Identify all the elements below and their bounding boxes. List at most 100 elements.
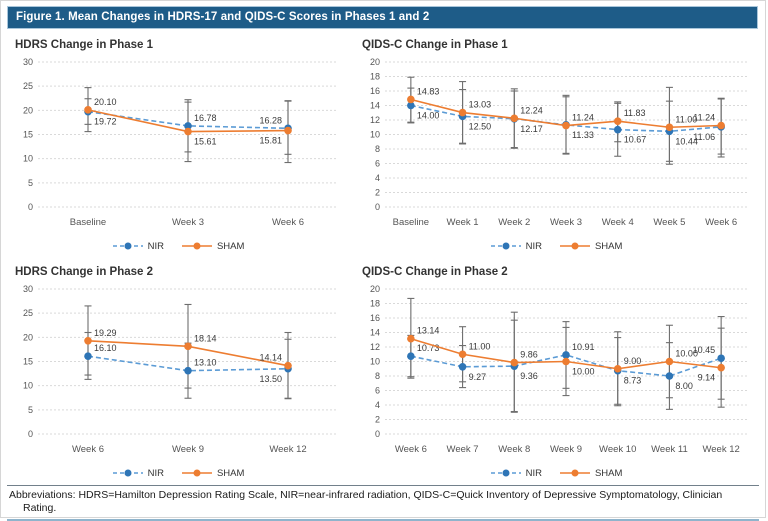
svg-text:Week 2: Week 2 bbox=[498, 217, 530, 228]
svg-text:8: 8 bbox=[375, 144, 380, 154]
legend-sham-swatch-icon bbox=[559, 469, 590, 477]
svg-text:16: 16 bbox=[370, 86, 380, 96]
chart-legend: NIR SHAM bbox=[11, 238, 346, 254]
svg-text:12: 12 bbox=[370, 342, 380, 352]
markers-sham bbox=[407, 95, 725, 132]
svg-text:10.67: 10.67 bbox=[624, 135, 647, 145]
svg-text:2: 2 bbox=[375, 415, 380, 425]
panel-hdrs-phase1: HDRS Change in Phase 1 0 5 10 15 20 25 30 19.72… bbox=[11, 35, 346, 254]
svg-text:11.06: 11.06 bbox=[693, 132, 715, 142]
chart-plot-area: 0 2 4 6 8 10 12 14 16 18 20 10.73 9.27 9.36 10.91 8.73 8… bbox=[358, 280, 755, 467]
panel-qidsc-phase1: QIDS-C Change in Phase 1 0 2 4 6 8 10 12 14 16 18… bbox=[358, 35, 755, 254]
svg-text:16.28: 16.28 bbox=[259, 115, 282, 125]
line-chart: 0 2 4 6 8 10 12 14 16 18 20 14.00 12.50 12.17 11.33 10.… bbox=[370, 57, 747, 228]
svg-text:0: 0 bbox=[28, 202, 33, 212]
svg-text:11.33: 11.33 bbox=[572, 130, 594, 140]
svg-text:6: 6 bbox=[375, 386, 380, 396]
svg-text:5: 5 bbox=[28, 178, 33, 188]
svg-text:11.00: 11.00 bbox=[469, 341, 491, 351]
legend-sham-swatch-icon bbox=[181, 469, 212, 477]
markers-sham bbox=[84, 336, 292, 370]
svg-text:13.10: 13.10 bbox=[194, 358, 217, 368]
markers-sham bbox=[84, 106, 292, 136]
legend-nir-swatch-icon bbox=[112, 469, 143, 477]
svg-text:0: 0 bbox=[375, 429, 380, 439]
svg-text:8.73: 8.73 bbox=[624, 376, 642, 386]
data-labels-sham: 13.14 11.00 9.86 10.00 9.00 10.00 9.14 bbox=[417, 326, 715, 383]
figure-footnote-block: Abbreviations: HDRS=Hamilton Depression … bbox=[7, 485, 759, 521]
svg-text:9.86: 9.86 bbox=[520, 350, 538, 360]
svg-text:Week 6: Week 6 bbox=[72, 444, 104, 455]
svg-text:8.00: 8.00 bbox=[675, 381, 693, 391]
chart-legend: NIR SHAM bbox=[358, 238, 755, 254]
line-nir bbox=[87, 355, 289, 372]
data-labels-nir: 19.72 16.78 16.28 bbox=[94, 113, 282, 127]
y-tick-labels: 0 5 10 15 20 25 30 bbox=[23, 57, 33, 212]
legend-label-sham: SHAM bbox=[594, 240, 623, 252]
legend-nir-swatch-icon bbox=[112, 242, 143, 250]
x-tick-labels: Week 6 Week 7 Week 8 Week 9 Week 10 Week 11 We… bbox=[395, 444, 740, 455]
svg-text:20: 20 bbox=[23, 332, 33, 342]
svg-text:14: 14 bbox=[370, 101, 380, 111]
svg-text:9.14: 9.14 bbox=[698, 373, 716, 383]
svg-text:20: 20 bbox=[370, 284, 380, 294]
legend-label-sham: SHAM bbox=[594, 467, 623, 479]
svg-text:Week 6: Week 6 bbox=[272, 217, 304, 228]
svg-text:11.83: 11.83 bbox=[624, 108, 646, 118]
svg-text:Week 3: Week 3 bbox=[550, 217, 582, 228]
legend-sham-swatch-icon bbox=[181, 242, 212, 250]
svg-text:19.72: 19.72 bbox=[94, 117, 117, 127]
chart-plot-area: 0 2 4 6 8 10 12 14 16 18 20 14.00 12.50 12.17 11.33 10.… bbox=[358, 53, 755, 240]
svg-text:13.50: 13.50 bbox=[259, 374, 282, 384]
svg-text:18: 18 bbox=[370, 72, 380, 82]
svg-text:Week 9: Week 9 bbox=[550, 444, 582, 455]
legend-item-sham: SHAM bbox=[181, 467, 245, 479]
svg-text:Week 10: Week 10 bbox=[599, 444, 636, 455]
svg-text:6: 6 bbox=[375, 159, 380, 169]
svg-text:2: 2 bbox=[375, 188, 380, 198]
svg-text:16: 16 bbox=[370, 313, 380, 323]
legend-label-sham: SHAM bbox=[216, 467, 245, 479]
data-labels-sham: 19.29 18.14 14.14 bbox=[94, 328, 282, 363]
svg-text:Week 8: Week 8 bbox=[498, 444, 530, 455]
svg-text:Baseline: Baseline bbox=[70, 217, 106, 228]
svg-text:11.24: 11.24 bbox=[572, 113, 594, 123]
svg-text:11.00: 11.00 bbox=[675, 114, 697, 124]
chart-title: HDRS Change in Phase 2 bbox=[15, 266, 154, 278]
svg-text:Week 6: Week 6 bbox=[705, 217, 737, 228]
svg-text:30: 30 bbox=[23, 284, 33, 294]
y-tick-labels: 0 5 10 15 20 25 30 bbox=[23, 284, 33, 439]
legend-item-nir: NIR bbox=[112, 241, 164, 252]
svg-text:Week 12: Week 12 bbox=[702, 444, 739, 455]
line-chart: 0 2 4 6 8 10 12 14 16 18 20 10.73 9.27 9.36 10.91 8.73 8… bbox=[370, 284, 747, 455]
legend-nir-swatch-icon bbox=[490, 242, 521, 250]
svg-text:Week 7: Week 7 bbox=[447, 444, 479, 455]
svg-text:18.14: 18.14 bbox=[194, 333, 217, 343]
svg-text:11.24: 11.24 bbox=[693, 113, 715, 123]
svg-text:20: 20 bbox=[370, 57, 380, 67]
legend-label-nir: NIR bbox=[525, 467, 542, 479]
markers-sham bbox=[407, 334, 725, 373]
panel-qidsc-phase2: QIDS-C Change in Phase 2 0 2 4 6 8 10 12 14 16 18… bbox=[358, 262, 755, 481]
svg-text:10: 10 bbox=[370, 357, 380, 367]
data-labels-nir: 16.10 13.10 13.50 bbox=[94, 343, 282, 384]
legend-label-sham: SHAM bbox=[216, 240, 245, 252]
svg-text:9.36: 9.36 bbox=[520, 371, 538, 381]
svg-text:4: 4 bbox=[375, 400, 380, 410]
svg-text:0: 0 bbox=[28, 429, 33, 439]
charts-grid: HDRS Change in Phase 1 0 5 10 15 20 25 30 19.72… bbox=[1, 31, 765, 481]
legend-sham-swatch-icon bbox=[559, 242, 590, 250]
svg-text:Week 11: Week 11 bbox=[651, 444, 688, 455]
svg-text:Week 5: Week 5 bbox=[653, 217, 685, 228]
svg-text:15: 15 bbox=[23, 357, 33, 367]
legend-item-sham: SHAM bbox=[559, 467, 623, 479]
legend-item-nir: NIR bbox=[490, 241, 542, 252]
svg-text:10: 10 bbox=[23, 381, 33, 391]
svg-text:12: 12 bbox=[370, 115, 380, 125]
svg-text:Baseline: Baseline bbox=[393, 217, 429, 228]
svg-text:15.81: 15.81 bbox=[259, 136, 282, 146]
legend-item-nir: NIR bbox=[490, 467, 542, 479]
